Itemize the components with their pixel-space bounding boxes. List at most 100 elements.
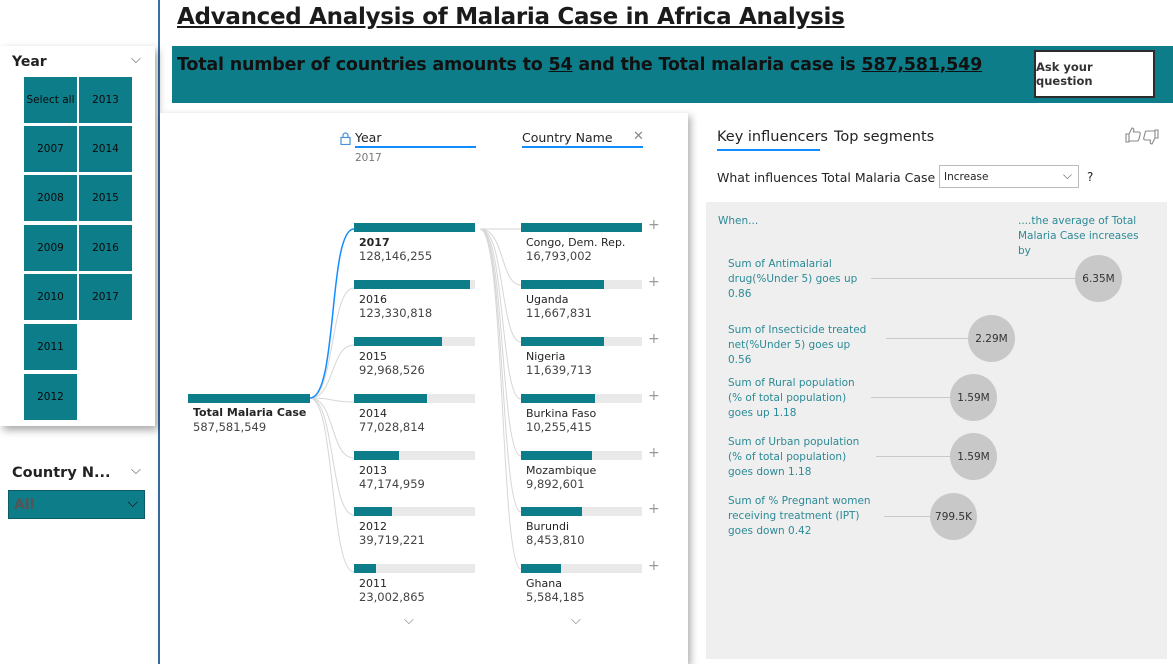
chevron-down-icon[interactable]: ⌵	[571, 613, 581, 628]
increase-dropdown[interactable]: Increase ⌵	[939, 165, 1079, 188]
year-node-value: 39,719,221	[359, 533, 425, 547]
expand-plus-icon[interactable]: +	[648, 501, 660, 517]
lock-icon	[340, 130, 351, 149]
year-node-bar-fill	[354, 451, 399, 460]
country-node-bar[interactable]	[521, 564, 642, 573]
chevron-down-icon[interactable]: ⌵	[131, 463, 141, 478]
country-slicer-label: Country N...	[12, 465, 111, 481]
year-node-bar[interactable]	[354, 394, 475, 403]
country-level-header[interactable]: Country Name	[522, 130, 613, 145]
expand-plus-icon[interactable]: +	[648, 388, 660, 404]
year-level-header[interactable]: Year	[355, 130, 382, 145]
influencer-connector	[871, 278, 1075, 279]
year-tile-2012[interactable]: 2012	[24, 374, 77, 420]
key-influencers-visual: Key influencers Top segments What influe…	[706, 113, 1173, 664]
year-node-bar[interactable]	[354, 507, 475, 516]
country-node-bar-fill	[521, 451, 593, 460]
expand-plus-icon[interactable]: +	[648, 445, 660, 461]
year-node-value: 92,968,526	[359, 363, 425, 377]
year-node-bar[interactable]	[354, 280, 475, 289]
year-tile-2007[interactable]: 2007	[24, 126, 77, 172]
country-node-label: Mozambique	[526, 464, 597, 477]
influencer-bubble[interactable]: 799.5K	[930, 493, 977, 540]
country-node-value: 11,667,831	[526, 306, 592, 320]
year-tile-2013[interactable]: 2013	[79, 77, 132, 123]
year-node-label: 2016	[359, 293, 387, 306]
country-node-label: Burundi	[526, 520, 570, 533]
year-node-bar-fill	[354, 223, 475, 232]
year-tile-2009[interactable]: 2009	[24, 225, 77, 271]
influencers-panel: When... ....the average of Total Malaria…	[706, 202, 1167, 659]
expand-plus-icon[interactable]: +	[648, 558, 660, 574]
country-node-bar-fill	[521, 564, 561, 573]
influencer-bubble[interactable]: 1.59M	[950, 433, 997, 480]
year-tile-2011[interactable]: 2011	[24, 324, 77, 370]
year-tile-2010[interactable]: 2010	[24, 274, 77, 320]
tab-top-segments[interactable]: Top segments	[834, 129, 935, 145]
active-tab-underline	[717, 149, 820, 151]
ask-question-button[interactable]: Ask your question	[1034, 50, 1155, 98]
year-tile-2015[interactable]: 2015	[79, 175, 132, 221]
year-node-bar[interactable]	[354, 451, 475, 460]
expand-plus-icon[interactable]: +	[648, 274, 660, 290]
country-node-label: Ghana	[526, 577, 562, 590]
year-node-bar[interactable]	[354, 564, 475, 573]
year-node-value: 23,002,865	[359, 590, 425, 604]
average-increase-label: ....the average of Total Malaria Case in…	[1018, 215, 1139, 257]
year-tile-2008[interactable]: 2008	[24, 175, 77, 221]
year-node-bar-fill	[354, 564, 376, 573]
report-title: Advanced Analysis of Malaria Case in Afr…	[172, 0, 845, 40]
country-node-bar[interactable]	[521, 451, 642, 460]
country-node-value: 10,255,415	[526, 420, 592, 434]
country-node-label: Congo, Dem. Rep.	[526, 236, 626, 249]
thumbs-up-icon[interactable]	[1124, 127, 1142, 147]
year-node-label: 2011	[359, 577, 387, 590]
chevron-down-icon[interactable]: ⌵	[404, 613, 414, 628]
tab-key-influencers[interactable]: Key influencers	[717, 129, 828, 145]
chevron-down-icon[interactable]: ⌵	[131, 52, 141, 67]
year-node-bar-fill	[354, 394, 427, 403]
year-node-value: 128,146,255	[359, 249, 433, 263]
report-title-text: Advanced Analysis of Malaria Case in Afr…	[177, 4, 845, 30]
country-node-bar[interactable]	[521, 280, 642, 289]
influencer-row-text[interactable]: Sum of Rural population (% of total popu…	[728, 377, 855, 419]
country-dropdown[interactable]: All ⌵	[8, 490, 145, 519]
thumbs-down-icon[interactable]	[1142, 129, 1160, 149]
year-tile-select-all[interactable]: Select all	[24, 77, 77, 123]
root-bar-fill	[188, 394, 310, 403]
close-icon[interactable]: ✕	[633, 129, 644, 144]
increase-dropdown-value: Increase	[944, 171, 989, 183]
influencer-bubble[interactable]: 1.59M	[950, 374, 997, 421]
year-node-bar[interactable]	[354, 223, 475, 232]
root-value: 587,581,549	[193, 420, 267, 434]
influence-question: What influences Total Malaria Case to	[717, 170, 952, 185]
tree-connectors	[309, 228, 522, 573]
country-node-bar[interactable]	[521, 394, 642, 403]
country-node-label: Nigeria	[526, 350, 566, 363]
year-node-label: 2014	[359, 407, 387, 420]
influencer-row-text[interactable]: Sum of Urban population (% of total popu…	[728, 436, 860, 478]
influencer-bubble[interactable]: 2.29M	[968, 315, 1015, 362]
summary-text-mid: and the Total malaria case is	[572, 55, 862, 75]
root-bar[interactable]	[188, 394, 310, 403]
summary-text: Total number of countries amounts to 54 …	[177, 55, 982, 75]
influencer-row-text[interactable]: Sum of % Pregnant women receiving treatm…	[728, 495, 871, 537]
year-node-bar[interactable]	[354, 337, 475, 346]
influencer-row-text[interactable]: Sum of Insecticide treated net(%Under 5)…	[728, 324, 867, 366]
country-node-value: 16,793,002	[526, 249, 592, 263]
expand-plus-icon[interactable]: +	[648, 217, 660, 233]
chevron-down-icon: ⌵	[127, 495, 138, 511]
year-node-value: 47,174,959	[359, 477, 425, 491]
influencer-bubble[interactable]: 6.35M	[1075, 255, 1122, 302]
year-slicer: Year ⌵ Select all 2013 2007 2014 2008 20…	[0, 46, 155, 426]
country-node-bar[interactable]	[521, 507, 642, 516]
year-node-bar-fill	[354, 280, 471, 289]
country-node-bar[interactable]	[521, 223, 642, 232]
expand-plus-icon[interactable]: +	[648, 331, 660, 347]
year-tile-2016[interactable]: 2016	[79, 225, 132, 271]
year-tile-2014[interactable]: 2014	[79, 126, 132, 172]
year-tile-2017[interactable]: 2017	[79, 274, 132, 320]
country-node-bar-fill	[521, 223, 642, 232]
influencer-row-text[interactable]: Sum of Antimalarial drug(%Under 5) goes …	[728, 258, 858, 300]
country-node-bar[interactable]	[521, 337, 642, 346]
